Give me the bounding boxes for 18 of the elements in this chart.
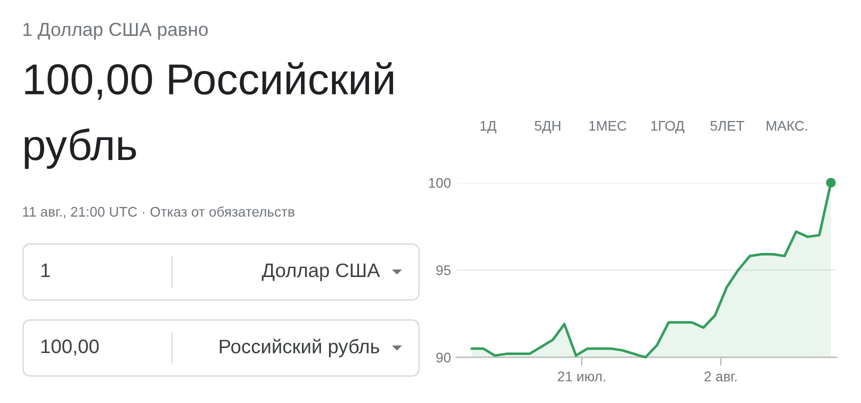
text: 100,00 [41, 339, 99, 356]
text: Доллар США [262, 263, 380, 282]
text: 1МЕС [589, 120, 626, 131]
y-tick-label: 100 [429, 178, 451, 188]
text: МАКС. [766, 120, 808, 131]
text: 5ДН [534, 121, 560, 134]
text: 5ЛЕТ [710, 121, 744, 131]
text: 100,00 Российский рубль [24, 62, 394, 169]
x-tick-label: 2 авг. [704, 372, 737, 382]
y-tick-label: 95 [436, 265, 451, 276]
text: 1 Доллар США равно [23, 22, 208, 40]
text: 1Д [480, 121, 496, 134]
text: 11 авг., 21:00 UTC · Отказ от обязательств [23, 206, 294, 218]
text: 1 [41, 264, 50, 278]
x-tick-label: 21 июл. [558, 372, 606, 382]
y-tick-label: 90 [436, 352, 451, 362]
text: Российский рубль [220, 338, 380, 358]
text: 1ГОД [651, 120, 684, 134]
